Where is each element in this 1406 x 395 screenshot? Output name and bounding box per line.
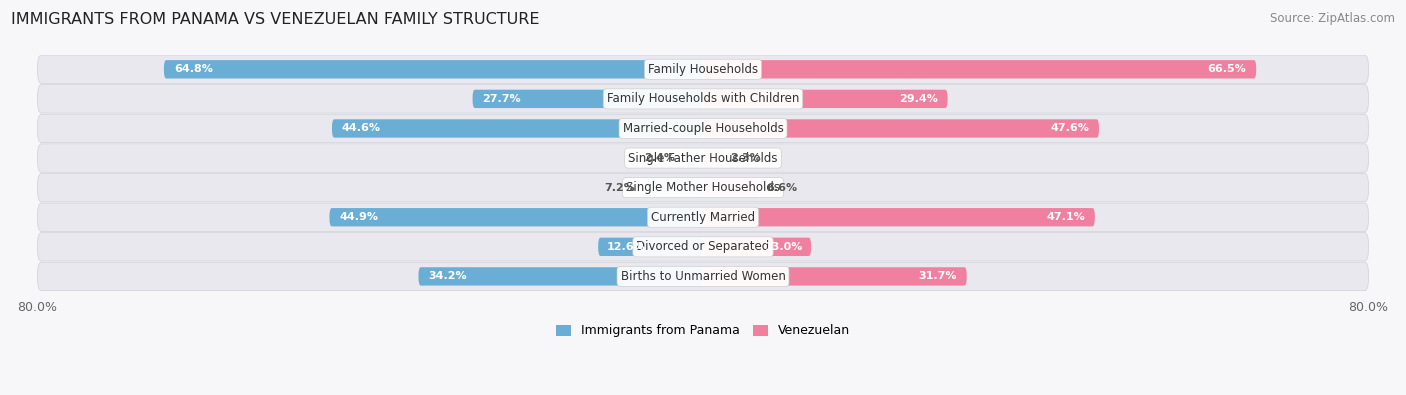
Text: IMMIGRANTS FROM PANAMA VS VENEZUELAN FAMILY STRUCTURE: IMMIGRANTS FROM PANAMA VS VENEZUELAN FAM…: [11, 12, 540, 27]
Text: 27.7%: 27.7%: [482, 94, 522, 104]
Text: 6.6%: 6.6%: [766, 182, 797, 193]
Text: Family Households with Children: Family Households with Children: [607, 92, 799, 105]
FancyBboxPatch shape: [703, 208, 1095, 226]
Text: 2.4%: 2.4%: [644, 153, 675, 163]
FancyBboxPatch shape: [703, 179, 758, 197]
FancyBboxPatch shape: [38, 144, 1368, 172]
Text: 66.5%: 66.5%: [1208, 64, 1246, 74]
FancyBboxPatch shape: [703, 119, 1099, 137]
FancyBboxPatch shape: [703, 149, 723, 167]
Text: 44.9%: 44.9%: [339, 212, 378, 222]
Text: 12.6%: 12.6%: [606, 242, 645, 252]
Text: 34.2%: 34.2%: [429, 271, 467, 281]
FancyBboxPatch shape: [38, 114, 1368, 143]
FancyBboxPatch shape: [472, 90, 703, 108]
Text: 29.4%: 29.4%: [898, 94, 938, 104]
Text: Single Mother Households: Single Mother Households: [626, 181, 780, 194]
Text: 13.0%: 13.0%: [765, 242, 803, 252]
Text: Currently Married: Currently Married: [651, 211, 755, 224]
FancyBboxPatch shape: [598, 238, 703, 256]
Text: Married-couple Households: Married-couple Households: [623, 122, 783, 135]
FancyBboxPatch shape: [38, 203, 1368, 231]
Text: Single Father Households: Single Father Households: [628, 152, 778, 165]
Text: 64.8%: 64.8%: [174, 64, 212, 74]
FancyBboxPatch shape: [703, 238, 811, 256]
FancyBboxPatch shape: [38, 233, 1368, 261]
Text: 31.7%: 31.7%: [918, 271, 956, 281]
Text: 47.6%: 47.6%: [1050, 124, 1090, 134]
Text: 2.3%: 2.3%: [731, 153, 761, 163]
FancyBboxPatch shape: [38, 173, 1368, 202]
FancyBboxPatch shape: [643, 179, 703, 197]
Text: Divorced or Separated: Divorced or Separated: [637, 240, 769, 253]
Text: Family Households: Family Households: [648, 63, 758, 76]
FancyBboxPatch shape: [332, 119, 703, 137]
FancyBboxPatch shape: [165, 60, 703, 79]
Text: 47.1%: 47.1%: [1046, 212, 1085, 222]
FancyBboxPatch shape: [419, 267, 703, 286]
Text: Source: ZipAtlas.com: Source: ZipAtlas.com: [1270, 12, 1395, 25]
FancyBboxPatch shape: [329, 208, 703, 226]
FancyBboxPatch shape: [38, 262, 1368, 291]
FancyBboxPatch shape: [703, 267, 967, 286]
Legend: Immigrants from Panama, Venezuelan: Immigrants from Panama, Venezuelan: [551, 320, 855, 342]
FancyBboxPatch shape: [38, 55, 1368, 83]
FancyBboxPatch shape: [38, 85, 1368, 113]
Text: 7.2%: 7.2%: [605, 182, 634, 193]
FancyBboxPatch shape: [703, 90, 948, 108]
Text: 44.6%: 44.6%: [342, 124, 381, 134]
Text: Births to Unmarried Women: Births to Unmarried Women: [620, 270, 786, 283]
FancyBboxPatch shape: [703, 60, 1256, 79]
FancyBboxPatch shape: [683, 149, 703, 167]
